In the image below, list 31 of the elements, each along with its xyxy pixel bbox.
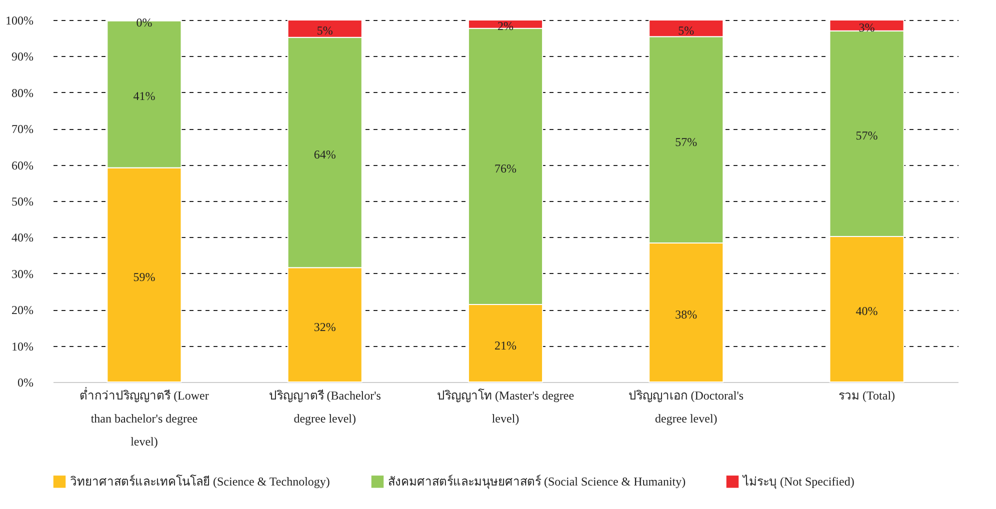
y-tick-label: 90% bbox=[12, 50, 34, 64]
y-tick-label: 30% bbox=[12, 266, 34, 281]
y-tick-label: 0% bbox=[18, 376, 34, 390]
x-tick-label: รวม (Total) bbox=[838, 388, 896, 402]
data-label: 40% bbox=[856, 304, 878, 318]
data-label: 5% bbox=[678, 23, 694, 38]
data-label: 5% bbox=[316, 24, 333, 38]
y-tick-label: 10% bbox=[12, 339, 34, 354]
x-tick-label: ต่ำกว่าปริญญาตรี (Lower than bachelor's degree level) bbox=[80, 386, 209, 448]
data-label: 64% bbox=[314, 147, 336, 162]
y-tick-label: 70% bbox=[12, 122, 34, 136]
x-tick-label: ปริญญาโท (Master's degree level) bbox=[436, 388, 574, 426]
data-label: 57% bbox=[856, 128, 878, 143]
y-tick-label: 60% bbox=[12, 158, 34, 172]
data-label: 41% bbox=[133, 89, 156, 104]
x-tick-label: ปริญญาเอก (Doctoral's degree level) bbox=[628, 388, 744, 426]
legend-label: ไม่ระบุ (Not Specified) bbox=[742, 474, 854, 490]
x-tick-label: ปริญญาตรี (Bachelor's degree level) bbox=[268, 388, 382, 426]
y-tick-label: 80% bbox=[12, 86, 34, 100]
data-label: 38% bbox=[675, 307, 698, 322]
data-label: 76% bbox=[494, 161, 516, 176]
legend-label: วิทยาศาสตร์และเทคโนโลยี (Science & Technology) bbox=[70, 474, 330, 489]
y-tick-label: 40% bbox=[12, 230, 34, 245]
data-label: 57% bbox=[675, 134, 698, 149]
y-tick-label: 20% bbox=[12, 303, 34, 318]
data-label: 21% bbox=[494, 338, 516, 352]
data-label: 59% bbox=[133, 270, 156, 284]
y-tick-label: 50% bbox=[12, 194, 34, 208]
legend-label: สังคมศาสตร์และมนุษยศาสตร์ (Social Science & Humanity) bbox=[388, 474, 686, 490]
y-tick-label: 100% bbox=[6, 14, 34, 28]
data-label: 32% bbox=[314, 320, 336, 334]
